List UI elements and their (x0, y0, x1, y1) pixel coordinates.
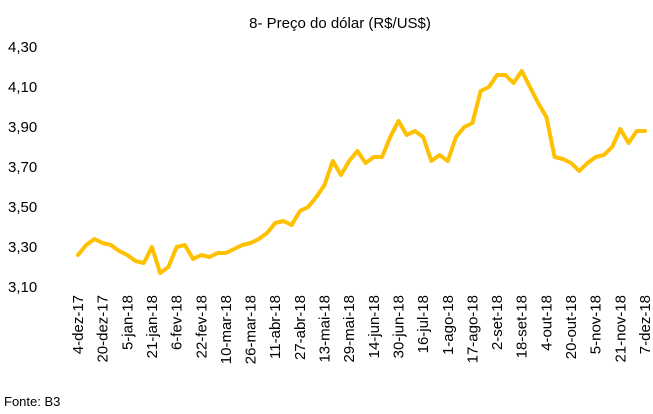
x-tick-label: 4-dez-17 (70, 295, 87, 354)
x-tick-label: 4-out-18 (538, 295, 555, 351)
x-tick-label: 20-out-18 (563, 295, 580, 359)
x-tick-label: 10-mar-18 (218, 295, 235, 364)
x-tick-label: 30-jun-18 (390, 295, 407, 358)
x-tick-label: 5-nov-18 (588, 295, 605, 354)
y-tick-label: 3,50 (8, 199, 37, 216)
x-tick-label: 11-abr-18 (267, 295, 284, 359)
x-tick-label: 22-fev-18 (193, 295, 210, 358)
x-tick-label: 20-dez-17 (95, 295, 112, 363)
x-tick-label: 6-fev-18 (169, 295, 186, 350)
x-tick-label: 7-dez-18 (637, 295, 653, 354)
y-tick-label: 4,10 (8, 79, 37, 96)
source: Fonte: B3 (4, 394, 60, 409)
y-tick-label: 4,30 (8, 39, 37, 56)
x-tick-label: 2-set-18 (489, 295, 506, 350)
y-tick-label: 3,90 (8, 119, 37, 136)
x-tick-label: 17-ago-18 (464, 295, 481, 363)
x-tick-label: 14-jun-18 (366, 295, 383, 358)
x-tick-label: 13-mai-18 (317, 295, 334, 363)
x-tick-label: 21-jan-18 (144, 295, 161, 358)
y-tick-label: 3,70 (8, 159, 37, 176)
x-tick-label: 27-abr-18 (292, 295, 309, 360)
x-tick-label: 29-mai-18 (341, 295, 358, 363)
x-tick-label: 16-jul-18 (415, 295, 432, 353)
x-tick-label: 21-nov-18 (612, 295, 629, 363)
y-tick-label: 3,10 (8, 279, 37, 296)
x-tick-label: 18-set-18 (514, 295, 531, 358)
x-tick-label: 26-mar-18 (243, 295, 260, 364)
x-tick-label: 1-ago-18 (440, 295, 457, 355)
price-line (76, 69, 647, 275)
chart-title: 8- Preço do dólar (R$/US$) (249, 15, 431, 32)
x-tick-label: 5-jan-18 (119, 295, 136, 350)
y-tick-label: 3,30 (8, 239, 37, 256)
